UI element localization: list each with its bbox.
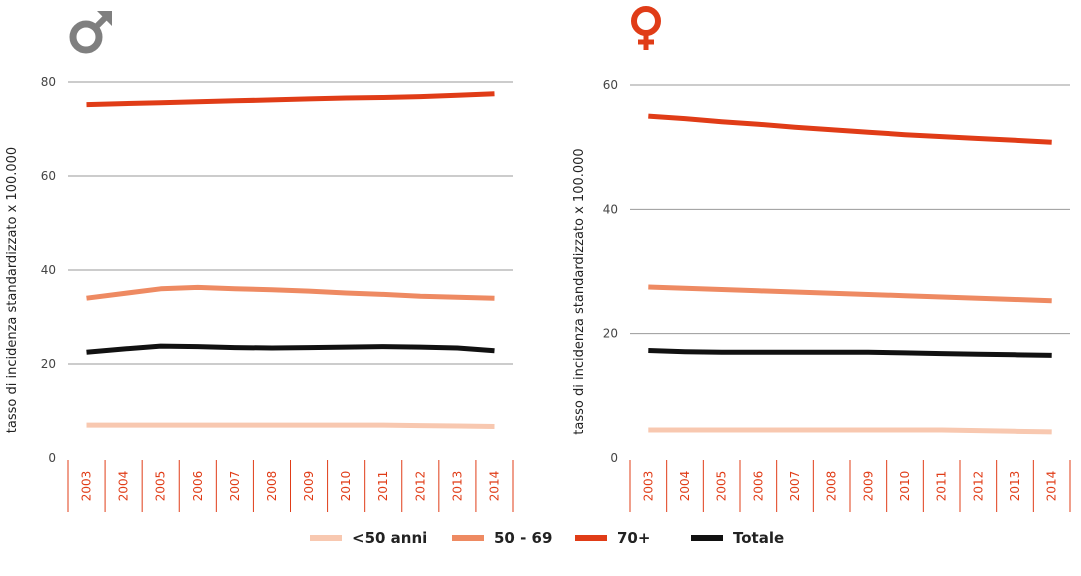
x-tick-label: 2006 [751,471,765,502]
x-tick-label: 2011 [935,471,949,502]
chart-panel-female: tasso di incidenza standardizzato x 100.… [572,6,1071,512]
male-symbol-circle [69,20,103,54]
legend-item-50-69: 50 - 69 [452,528,552,548]
legend-label-under-50: <50 anni [352,529,428,547]
x-tick-label: 2010 [898,471,912,502]
x-tick-label: 2007 [788,471,802,502]
y-tick-label: 20 [603,327,618,341]
legend-item-70-plus: 70+ [575,528,650,548]
x-tick-label: 2014 [487,471,501,502]
legend-swatch-under-50 [310,535,342,541]
legend-item-under-50: <50 anni [310,528,427,548]
x-tick-label: 2005 [154,471,168,502]
x-tick-label: 2003 [80,471,94,502]
x-tick-label: 2006 [191,471,205,502]
x-tick-label: 2008 [825,471,839,502]
y-tick-label: 20 [41,357,56,371]
y-axis-label: tasso di incidenza standardizzato x 100.… [572,148,587,434]
female-symbol-circle [631,6,661,36]
x-tick-label: 2013 [450,471,464,502]
legend-label-50-69: 50 - 69 [494,529,553,547]
series-line-totale [86,343,495,355]
y-tick-label: 40 [41,263,56,277]
y-tick-label: 0 [48,451,56,465]
series-line-50-69 [648,284,1052,304]
legend-swatch-70-plus [575,535,607,541]
x-tick-label: 2009 [861,471,875,502]
male-symbol-arrowhead [97,11,112,26]
series-line-70-plus [86,91,495,108]
x-tick-label: 2014 [1045,471,1059,502]
male-symbol-icon [69,11,112,54]
legend-swatch-50-69 [452,535,484,541]
legend-label-70-plus: 70+ [617,529,651,547]
series-line-70-plus [648,113,1052,145]
y-tick-label: 60 [41,169,56,183]
x-tick-label: 2011 [376,471,390,502]
series-line-under-50 [86,422,495,429]
y-tick-label: 40 [603,202,618,216]
x-tick-label: 2010 [339,471,353,502]
series-line-totale [648,348,1052,358]
x-tick-label: 2009 [302,471,316,502]
x-tick-label: 2003 [641,471,655,502]
legend-label-totale: Totale [733,529,785,547]
series-line-under-50 [648,427,1052,435]
x-tick-label: 2013 [1008,471,1022,502]
x-tick-label: 2004 [678,471,692,502]
y-axis-label: tasso di incidenza standardizzato x 100.… [5,147,20,433]
x-tick-label: 2012 [413,471,427,502]
x-tick-label: 2004 [117,471,131,502]
y-tick-label: 60 [603,78,618,92]
legend: <50 anni 50 - 69 70+ Totale [0,528,1081,548]
legend-item-totale: Totale [691,528,784,548]
x-tick-label: 2007 [228,471,242,502]
x-tick-label: 2012 [971,471,985,502]
female-symbol-icon [631,6,661,50]
y-tick-label: 0 [610,451,618,465]
x-tick-label: 2008 [265,471,279,502]
x-tick-label: 2005 [715,471,729,502]
legend-swatch-totale [691,535,723,541]
series-line-50-69 [86,284,495,301]
chart-panel-male: tasso di incidenza standardizzato x 100.… [5,11,514,512]
y-tick-label: 80 [41,75,56,89]
